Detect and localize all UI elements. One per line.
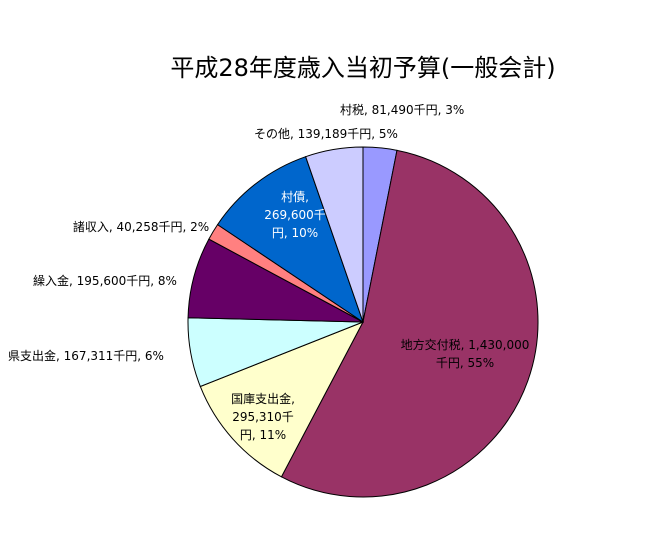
slice-label-4: 繰入金, 195,600千円, 8% bbox=[33, 273, 177, 288]
slice-label-line: 千円, 55% bbox=[436, 356, 494, 370]
slice-label-line: 諸収入, 40,258千円, 2% bbox=[73, 219, 209, 234]
pie-slice-2 bbox=[199, 321, 365, 478]
slice-label-line: 県支出金, 167,311千円, 6% bbox=[8, 348, 164, 363]
pie-slices bbox=[187, 146, 539, 498]
slice-label-line: 円, 11% bbox=[240, 428, 286, 442]
slice-label-6: 村債, 269,600千円, 10% bbox=[264, 189, 326, 240]
slice-label-line: 地方交付税, 1,430,000 bbox=[401, 337, 530, 352]
slice-label-7: その他, 139,189千円, 5% bbox=[254, 127, 398, 141]
slice-label-line: 円, 10% bbox=[272, 226, 318, 240]
slice-label-line: 295,310千 bbox=[232, 410, 294, 424]
pie-slice-7 bbox=[305, 146, 364, 323]
slice-label-1: 地方交付税, 1,430,000 千円, 55% bbox=[401, 337, 530, 370]
slice-label-line: 繰入金, 195,600千円, 8% bbox=[33, 273, 177, 288]
slice-label-line: その他, 139,189千円, 5% bbox=[254, 127, 398, 141]
slice-labels: 村税, 81,490千円, 3% 地方交付税, 1,430,000 千円, 55% 国… bbox=[8, 103, 529, 442]
slice-label-line: 国庫支出金, bbox=[231, 391, 295, 406]
chart-title: 平成28年度歳入当初予算(一般会計) bbox=[170, 54, 555, 82]
pie-slice-1 bbox=[280, 149, 539, 498]
slice-label-line: 村税, 81,490千円, 3% bbox=[340, 103, 464, 117]
slice-label-line: 269,600千 bbox=[264, 208, 326, 222]
slice-label-5: 諸収入, 40,258千円, 2% bbox=[73, 219, 209, 234]
slice-label-3: 県支出金, 167,311千円, 6% bbox=[8, 348, 164, 363]
pie-slice-6 bbox=[216, 156, 364, 324]
slice-label-line: 村債, bbox=[281, 189, 309, 204]
slice-label-0: 村税, 81,490千円, 3% bbox=[340, 103, 464, 117]
slice-label-2: 国庫支出金, 295,310千円, 11% bbox=[231, 391, 295, 442]
